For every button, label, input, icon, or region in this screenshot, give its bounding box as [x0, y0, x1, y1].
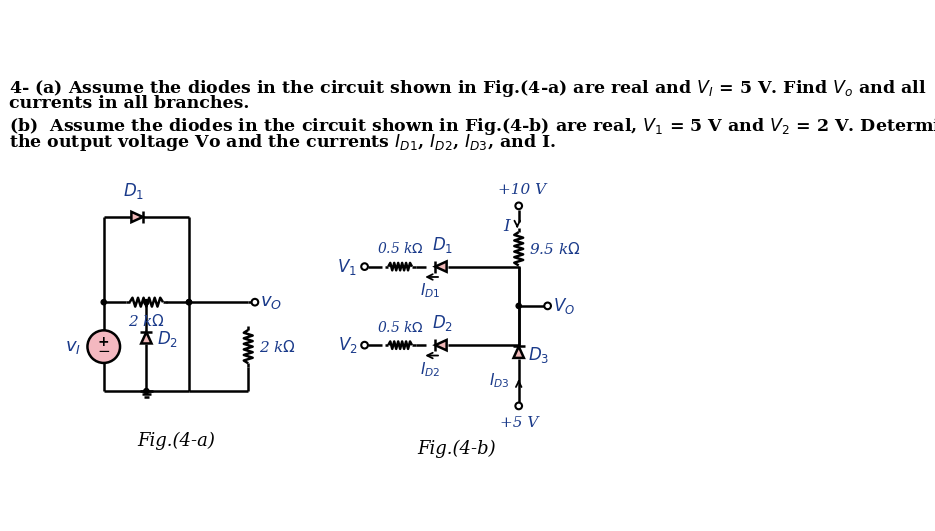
Text: currents in all branches.: currents in all branches.	[9, 95, 250, 112]
Circle shape	[252, 299, 258, 305]
Circle shape	[544, 303, 551, 309]
Circle shape	[101, 299, 107, 305]
Text: 2 k$\Omega$: 2 k$\Omega$	[259, 339, 295, 355]
Text: I: I	[503, 218, 510, 235]
Text: Fig.(4-b): Fig.(4-b)	[417, 439, 496, 458]
Circle shape	[516, 303, 522, 309]
Text: 0.5 k$\Omega$: 0.5 k$\Omega$	[377, 320, 424, 335]
Circle shape	[144, 389, 149, 393]
Polygon shape	[435, 340, 447, 350]
Text: +5 V: +5 V	[499, 416, 538, 430]
Text: $I_{D3}$: $I_{D3}$	[489, 372, 510, 390]
Polygon shape	[141, 332, 151, 344]
Text: 4- (a) Assume the diodes in the circuit shown in Fig.(4-a) are real and $V_I$ = : 4- (a) Assume the diodes in the circuit …	[9, 79, 927, 99]
Text: $I_{D2}$: $I_{D2}$	[420, 360, 440, 379]
Circle shape	[515, 202, 522, 209]
Text: $V_2$: $V_2$	[338, 335, 357, 355]
Text: $v_I$: $v_I$	[65, 338, 80, 356]
Polygon shape	[132, 212, 143, 222]
Text: $D_3$: $D_3$	[527, 345, 549, 365]
Circle shape	[144, 299, 149, 305]
Polygon shape	[513, 347, 524, 358]
Text: $v_O$: $v_O$	[260, 293, 282, 311]
Text: the output voltage Vo and the currents $I_{D1}$, $I_{D2}$, $I_{D3}$, and I.: the output voltage Vo and the currents $…	[9, 133, 556, 153]
Circle shape	[515, 402, 522, 409]
Circle shape	[186, 299, 192, 305]
Text: 2 k$\Omega$: 2 k$\Omega$	[128, 313, 165, 329]
Text: $D_1$: $D_1$	[122, 181, 144, 201]
Circle shape	[88, 330, 120, 363]
Circle shape	[186, 299, 192, 305]
Text: +10 V: +10 V	[498, 183, 546, 197]
Text: $D_2$: $D_2$	[157, 329, 178, 349]
Text: $D_1$: $D_1$	[432, 235, 453, 255]
Text: $I_{D1}$: $I_{D1}$	[420, 281, 440, 300]
Circle shape	[361, 263, 367, 270]
Text: $D_2$: $D_2$	[432, 313, 453, 333]
Text: 0.5 k$\Omega$: 0.5 k$\Omega$	[377, 241, 424, 256]
Polygon shape	[435, 261, 447, 272]
Text: −: −	[97, 344, 110, 359]
Text: 9.5 k$\Omega$: 9.5 k$\Omega$	[529, 241, 581, 257]
Text: Fig.(4-a): Fig.(4-a)	[137, 432, 215, 450]
Text: $V_1$: $V_1$	[338, 256, 357, 277]
Circle shape	[361, 342, 367, 348]
Text: $V_O$: $V_O$	[553, 296, 575, 316]
Text: +: +	[98, 335, 109, 349]
Text: (b)  Assume the diodes in the circuit shown in Fig.(4-b) are real, $V_1$ = 5 V a: (b) Assume the diodes in the circuit sho…	[9, 116, 935, 137]
